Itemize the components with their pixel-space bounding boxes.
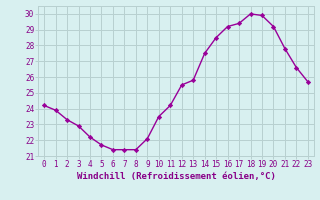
X-axis label: Windchill (Refroidissement éolien,°C): Windchill (Refroidissement éolien,°C) [76,172,276,181]
